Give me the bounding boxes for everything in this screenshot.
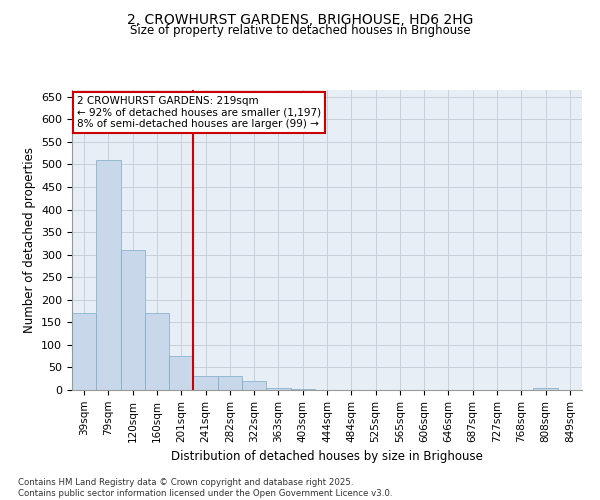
- Bar: [218, 376, 242, 390]
- Text: 2, CROWHURST GARDENS, BRIGHOUSE, HD6 2HG: 2, CROWHURST GARDENS, BRIGHOUSE, HD6 2HG: [127, 12, 473, 26]
- Bar: [145, 314, 169, 390]
- Bar: [121, 250, 145, 390]
- Text: Size of property relative to detached houses in Brighouse: Size of property relative to detached ho…: [130, 24, 470, 37]
- Bar: [193, 376, 218, 390]
- Bar: [169, 356, 193, 390]
- Bar: [266, 388, 290, 390]
- Text: 2 CROWHURST GARDENS: 219sqm
← 92% of detached houses are smaller (1,197)
8% of s: 2 CROWHURST GARDENS: 219sqm ← 92% of det…: [77, 96, 321, 129]
- Bar: [290, 389, 315, 390]
- Text: Contains HM Land Registry data © Crown copyright and database right 2025.
Contai: Contains HM Land Registry data © Crown c…: [18, 478, 392, 498]
- Bar: [96, 160, 121, 390]
- Y-axis label: Number of detached properties: Number of detached properties: [23, 147, 35, 333]
- X-axis label: Distribution of detached houses by size in Brighouse: Distribution of detached houses by size …: [171, 450, 483, 463]
- Bar: [533, 388, 558, 390]
- Bar: [72, 314, 96, 390]
- Bar: [242, 382, 266, 390]
